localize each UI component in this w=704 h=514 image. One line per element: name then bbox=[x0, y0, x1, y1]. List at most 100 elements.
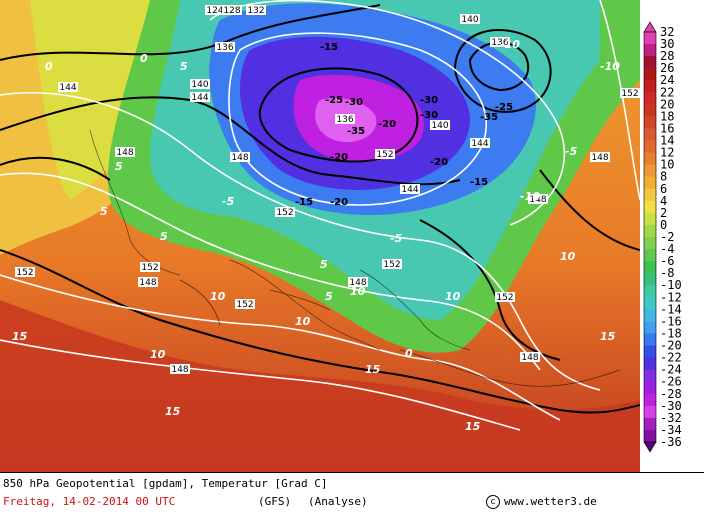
legend-tick-label: 20 bbox=[660, 97, 674, 111]
legend-swatch bbox=[644, 176, 656, 190]
legend-colorbar: 32302826242220181614121086420-2-4-6-8-10… bbox=[643, 21, 682, 453]
legend-swatch bbox=[644, 140, 656, 154]
geopotential-label: 148 bbox=[170, 364, 190, 375]
legend-swatch bbox=[644, 405, 656, 419]
geopotential-label: 136 bbox=[215, 42, 235, 53]
temperature-label: -30 bbox=[420, 95, 438, 106]
svg-text:144: 144 bbox=[471, 139, 488, 149]
legend-tick-label: 26 bbox=[660, 61, 674, 75]
geopotential-label: 152 bbox=[375, 149, 395, 160]
temperature-label: -35 bbox=[347, 126, 365, 137]
svg-text:152: 152 bbox=[621, 89, 638, 99]
geopotential-label: 144 bbox=[58, 82, 78, 93]
temperature-label: -10 bbox=[520, 190, 540, 203]
legend-swatch bbox=[644, 249, 656, 262]
copyright-text[interactable]: www.wetter3.de bbox=[504, 495, 597, 508]
legend-tick-label: 2 bbox=[660, 206, 667, 220]
svg-text:152: 152 bbox=[376, 150, 393, 160]
temperature-isotherms bbox=[0, 0, 640, 430]
copyright-icon: c bbox=[486, 495, 500, 509]
legend-tick-label: -20 bbox=[660, 339, 682, 353]
legend-tick-label: 8 bbox=[660, 170, 667, 184]
temperature-label: 5 bbox=[160, 230, 168, 243]
caption-date: Freitag, 14-02-2014 00 UTC bbox=[3, 495, 176, 508]
legend-tick-label: 0 bbox=[660, 218, 667, 232]
legend-tick-label: 4 bbox=[660, 194, 667, 208]
temperature-label: 10 bbox=[295, 315, 311, 328]
svg-text:136: 136 bbox=[216, 43, 233, 53]
legend-tick-label: -30 bbox=[660, 399, 682, 413]
legend-swatch bbox=[644, 32, 656, 45]
temperature-label: -20 bbox=[330, 152, 348, 163]
legend-swatch bbox=[644, 381, 656, 395]
svg-text:152: 152 bbox=[383, 260, 400, 270]
geopotential-label: 152 bbox=[495, 292, 515, 303]
svg-text:144: 144 bbox=[401, 185, 418, 195]
temperature-label: -10 bbox=[600, 60, 620, 73]
legend-swatch bbox=[644, 333, 656, 347]
legend-tick-label: -6 bbox=[660, 254, 674, 268]
legend-swatch bbox=[644, 164, 656, 178]
geopotential-label: 144 bbox=[400, 184, 420, 195]
legend-frame bbox=[643, 31, 657, 443]
temperature-label: 5 bbox=[100, 205, 108, 218]
legend-swatch bbox=[644, 200, 656, 214]
legend-arrow-up bbox=[643, 21, 657, 33]
temperature-label: 10 bbox=[210, 290, 226, 303]
legend-tick-label: 10 bbox=[660, 158, 674, 172]
temperature-label: -15 bbox=[320, 42, 338, 53]
legend-swatch bbox=[644, 212, 656, 226]
geopotential-label: 144 bbox=[190, 92, 210, 103]
legend-tick-label: -18 bbox=[660, 326, 682, 340]
geopotential-label: 140 bbox=[190, 79, 210, 90]
temperature-label: -25 bbox=[325, 95, 343, 106]
legend-swatch bbox=[644, 152, 656, 166]
temperature-label: -25 bbox=[495, 102, 513, 113]
legend-tick-label: -26 bbox=[660, 375, 682, 389]
legend-tick-label: -2 bbox=[660, 230, 674, 244]
legend-tick-label: -8 bbox=[660, 266, 674, 280]
legend-swatch bbox=[644, 128, 656, 142]
svg-text:144: 144 bbox=[59, 83, 76, 93]
geopotential-label: 152 bbox=[140, 262, 160, 273]
svg-text:124: 124 bbox=[206, 6, 223, 16]
legend-tick-label: 32 bbox=[660, 25, 674, 39]
legend-swatch bbox=[644, 297, 656, 310]
geopotential-label: 148 bbox=[528, 194, 548, 205]
temperature-label: 15 bbox=[12, 330, 28, 343]
svg-text:132: 132 bbox=[247, 6, 264, 16]
temperature-label: 10 bbox=[560, 250, 576, 263]
temperature-label: 15 bbox=[365, 363, 381, 376]
temperature-label: 15 bbox=[600, 330, 616, 343]
legend-swatch bbox=[644, 116, 656, 129]
caption-copyright[interactable]: c www.wetter3.de bbox=[486, 495, 597, 509]
legend-swatch bbox=[644, 224, 656, 238]
temperature-label: 5 bbox=[115, 160, 123, 173]
legend-swatch bbox=[644, 417, 656, 431]
legend-swatch bbox=[644, 369, 656, 383]
geopotential-label: 136 bbox=[335, 114, 355, 125]
temperature-label: 10 bbox=[350, 285, 366, 298]
legend-swatch bbox=[644, 44, 656, 57]
legend-swatch bbox=[644, 92, 656, 105]
geopotential-label: 124 bbox=[205, 5, 225, 16]
geopotential-label: 148 bbox=[138, 277, 158, 288]
legend-swatch bbox=[644, 273, 656, 286]
svg-text:144: 144 bbox=[191, 93, 208, 103]
legend-tick-label: -32 bbox=[660, 411, 682, 425]
temperature-label: -5 bbox=[222, 195, 235, 208]
geopotential-label: 136 bbox=[490, 37, 510, 48]
temperature-label: 5 bbox=[325, 290, 333, 303]
legend-tick-label: -36 bbox=[660, 435, 682, 449]
svg-text:148: 148 bbox=[116, 148, 133, 158]
geopotential-label: 148 bbox=[590, 152, 610, 163]
legend-swatch bbox=[644, 429, 656, 443]
geopotential-label: 140 bbox=[460, 14, 480, 25]
geopotential-label: 144 bbox=[470, 138, 490, 149]
map-caption: 850 hPa Geopotential [gpdam], Temperatur… bbox=[0, 472, 704, 514]
temperature-label: 0 bbox=[140, 52, 148, 65]
legend-swatch bbox=[644, 237, 656, 250]
legend-tick-label: 18 bbox=[660, 109, 674, 123]
caption-title: 850 hPa Geopotential [gpdam], Temperatur… bbox=[3, 477, 328, 490]
